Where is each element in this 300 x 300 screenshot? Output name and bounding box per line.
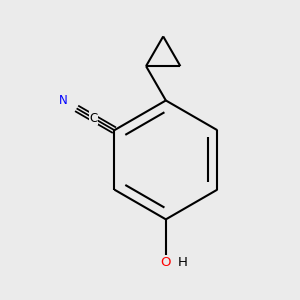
Text: H: H: [178, 256, 188, 269]
Text: C: C: [89, 112, 98, 125]
Text: N: N: [58, 94, 67, 107]
Text: O: O: [160, 256, 171, 269]
